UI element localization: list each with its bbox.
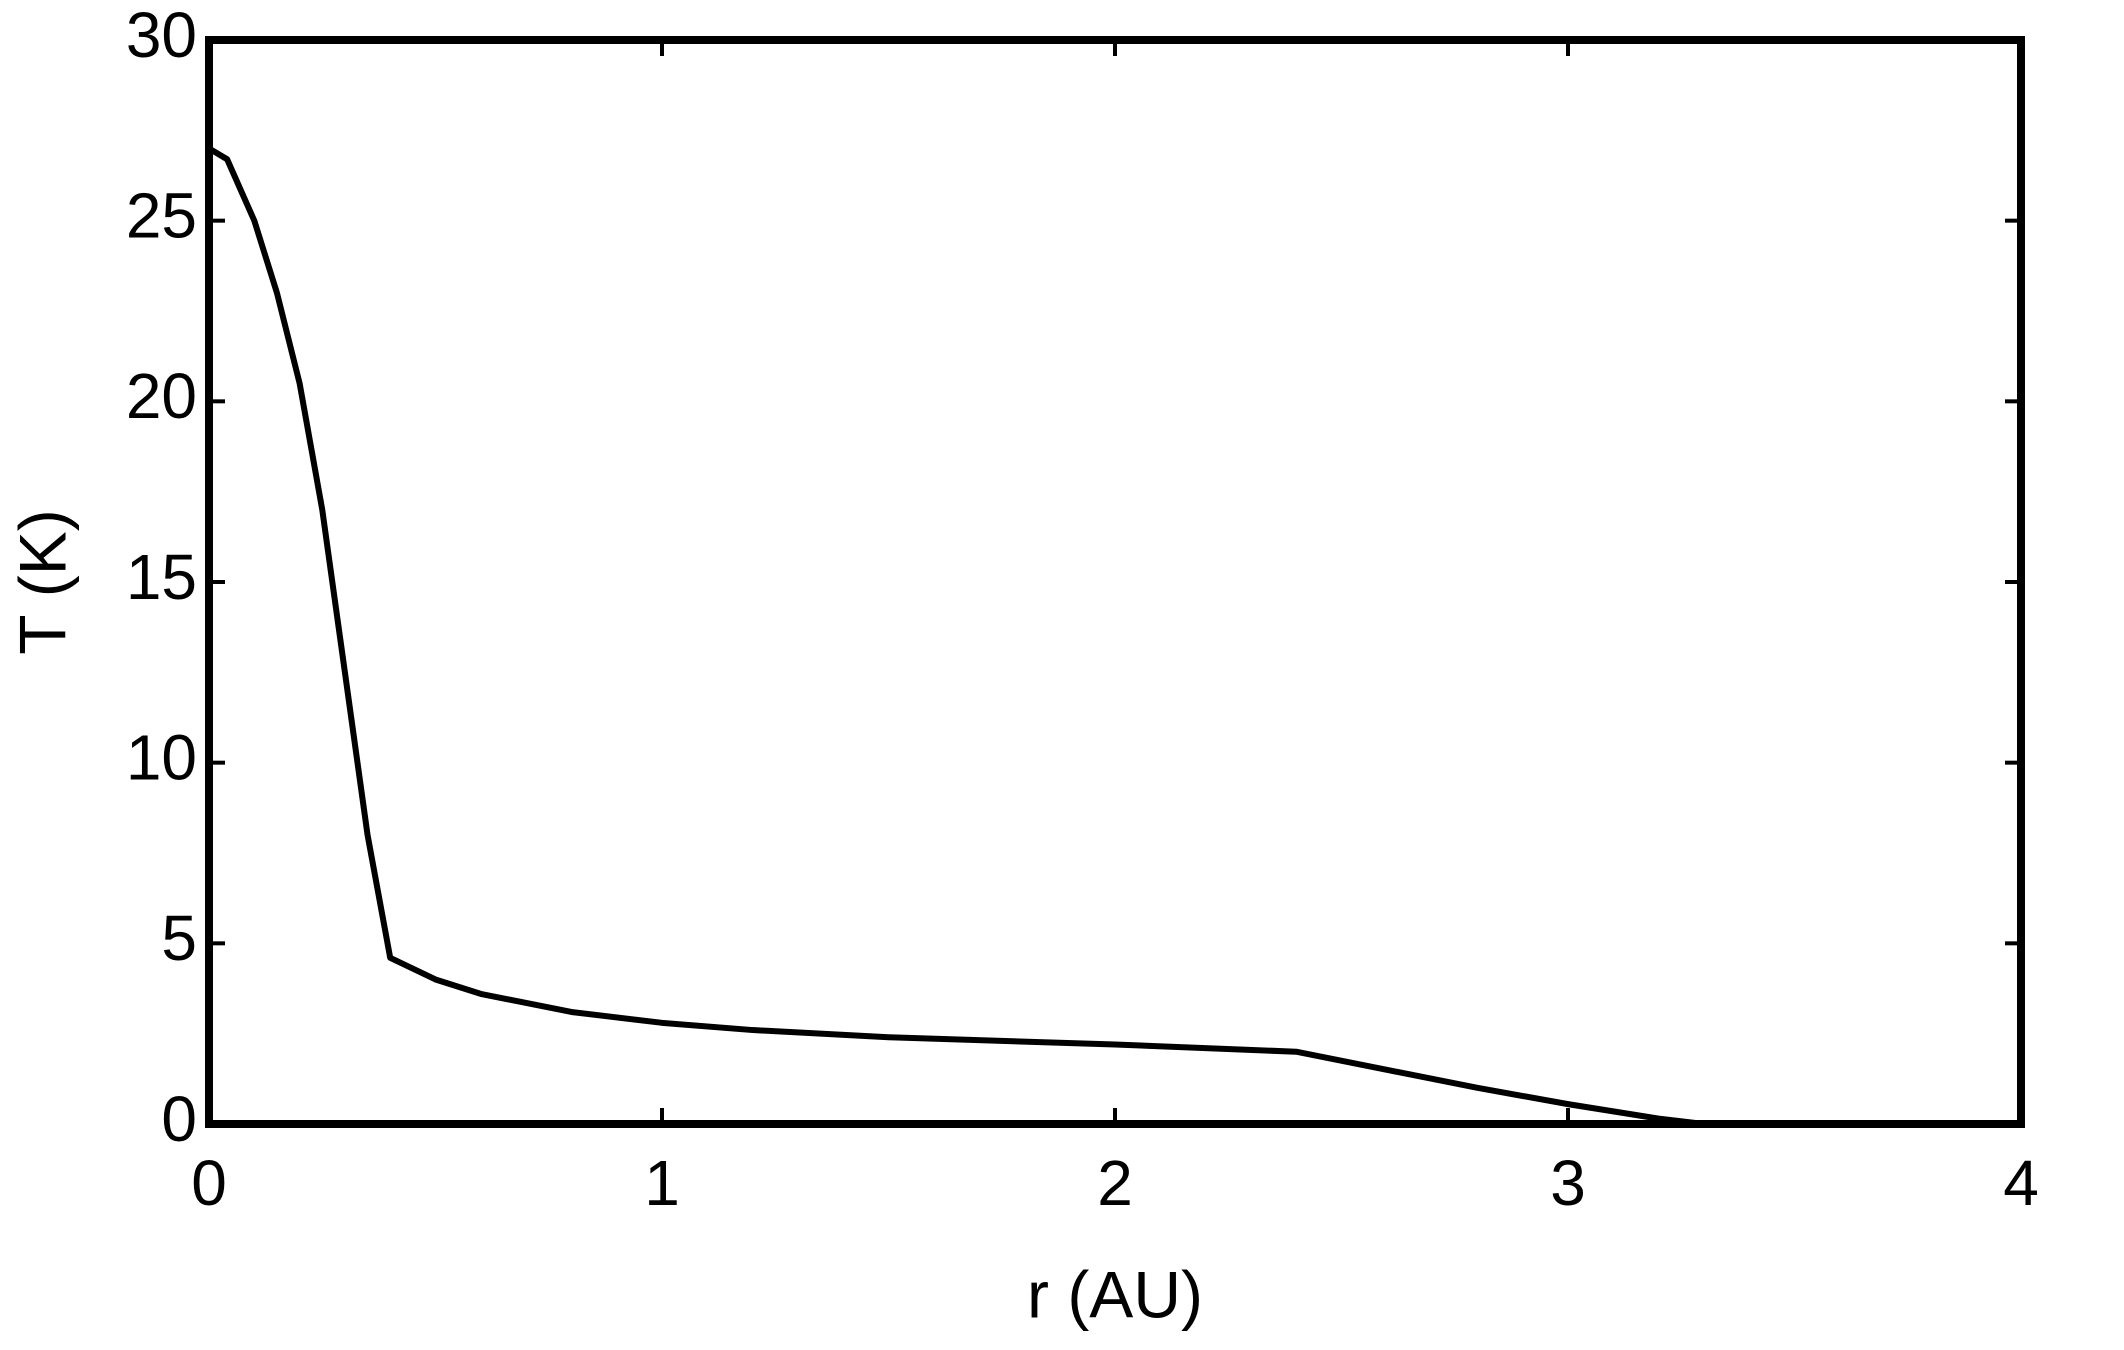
y-tick-label: 0 xyxy=(161,1083,197,1155)
x-tick-label: 4 xyxy=(2003,1147,2039,1219)
x-tick-label: 3 xyxy=(1550,1147,1586,1219)
y-tick-label: 15 xyxy=(126,541,197,613)
y-tick-label: 30 xyxy=(126,0,197,71)
y-tick-label: 25 xyxy=(126,180,197,252)
y-tick-label: 10 xyxy=(126,722,197,794)
y-axis-label: T (K) xyxy=(5,509,79,654)
data-line xyxy=(207,145,1705,1127)
x-tick-label: 2 xyxy=(1097,1147,1133,1219)
y-tick-label: 5 xyxy=(161,902,197,974)
y-tick-label: 20 xyxy=(126,360,197,432)
x-axis-label: r (AU) xyxy=(1027,1257,1203,1331)
plot-frame xyxy=(205,36,2025,1128)
x-tick-label: 1 xyxy=(644,1147,680,1219)
x-tick-label: 0 xyxy=(191,1147,227,1219)
